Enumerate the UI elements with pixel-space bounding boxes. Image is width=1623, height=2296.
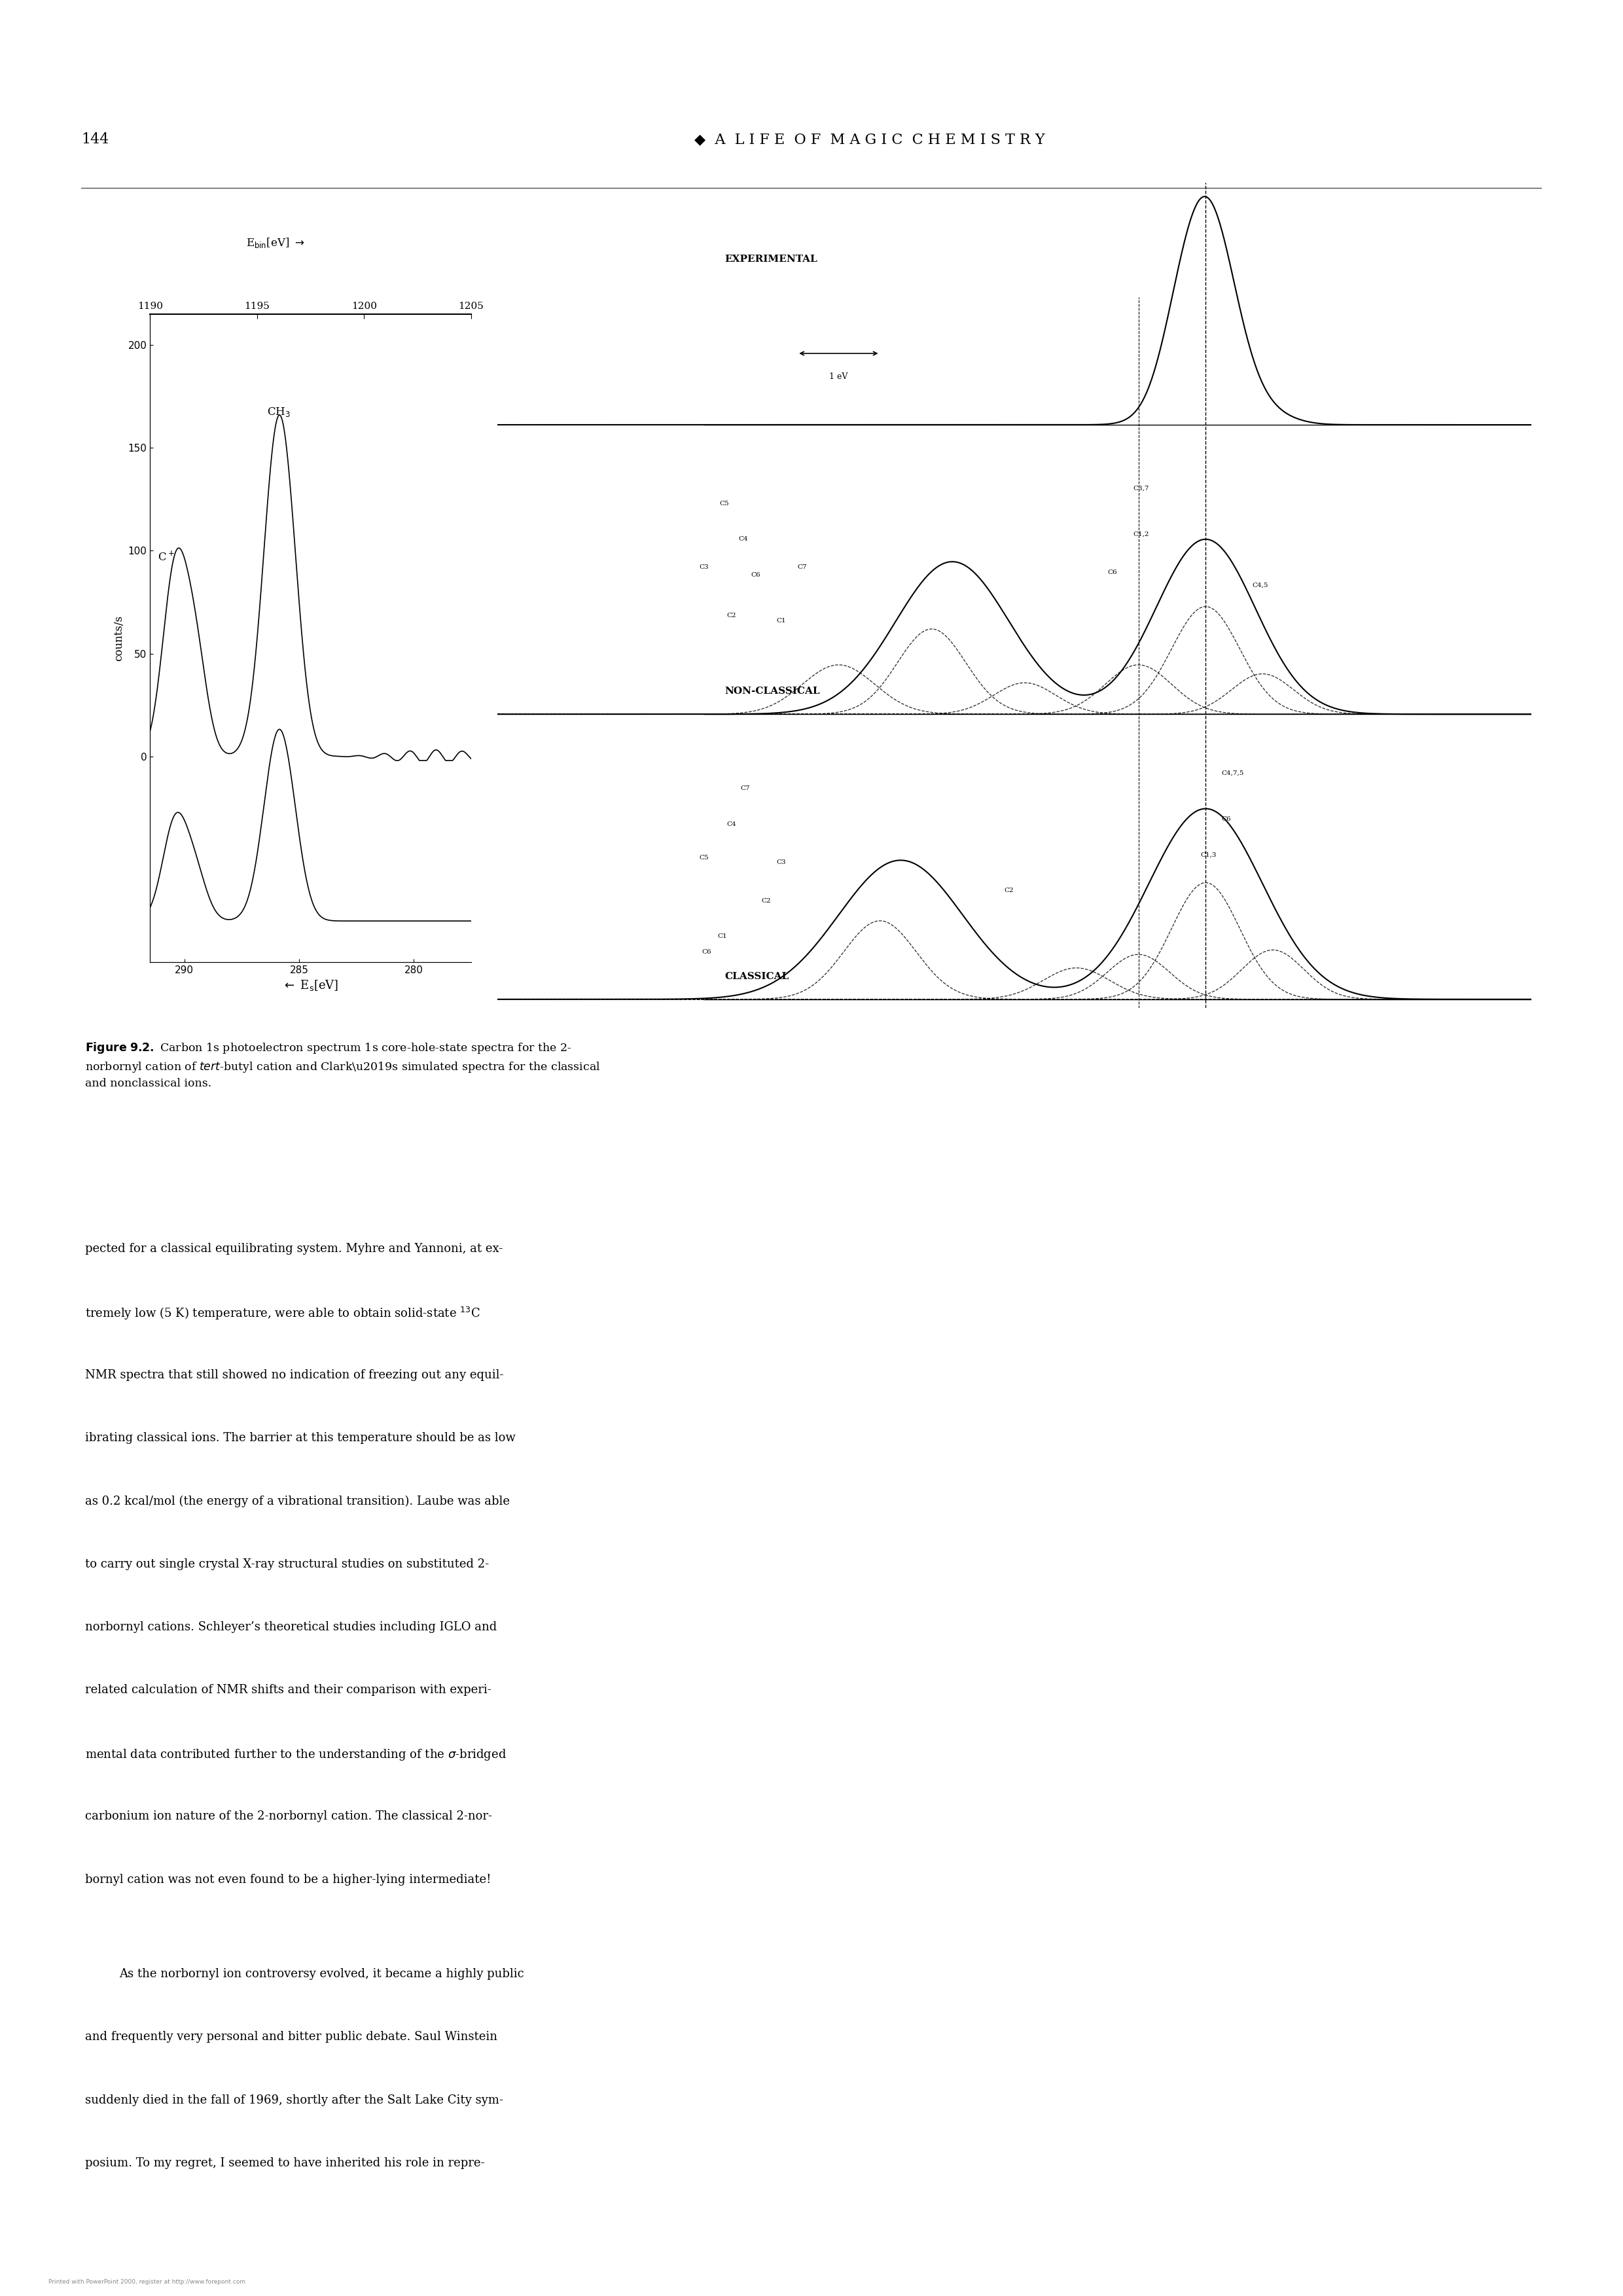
- Text: bornyl cation was not even found to be a higher-lying intermediate!: bornyl cation was not even found to be a…: [84, 1874, 492, 1885]
- Text: C4,7,5: C4,7,5: [1220, 771, 1243, 776]
- Text: C5: C5: [700, 854, 709, 861]
- Text: suddenly died in the fall of 1969, shortly after the Salt Lake City sym-: suddenly died in the fall of 1969, short…: [84, 2094, 503, 2105]
- Text: 1 eV: 1 eV: [829, 372, 847, 381]
- Text: C4: C4: [738, 537, 748, 542]
- Text: C4: C4: [727, 822, 737, 827]
- Text: ibrating classical ions. The barrier at this temperature should be as low: ibrating classical ions. The barrier at …: [84, 1433, 516, 1444]
- Text: C2: C2: [1005, 889, 1014, 893]
- Text: As the norbornyl ion controversy evolved, it became a highly public: As the norbornyl ion controversy evolved…: [118, 1968, 524, 1979]
- Text: related calculation of NMR shifts and their comparison with experi-: related calculation of NMR shifts and th…: [84, 1685, 492, 1697]
- Text: C6: C6: [1220, 817, 1230, 822]
- Text: to carry out single crystal X-ray structural studies on substituted 2-: to carry out single crystal X-ray struct…: [84, 1559, 489, 1570]
- Text: EXPERIMENTAL: EXPERIMENTAL: [725, 255, 818, 264]
- Text: C2: C2: [727, 613, 737, 618]
- Text: C6: C6: [1107, 569, 1117, 576]
- Text: C7: C7: [797, 565, 807, 569]
- Text: C1,3: C1,3: [1201, 852, 1217, 859]
- Text: C4,5: C4,5: [1253, 583, 1268, 588]
- Text: ◆  A  L I F E  O F  M A G I C  C H E M I S T R Y: ◆ A L I F E O F M A G I C C H E M I S T …: [695, 133, 1045, 147]
- Text: and frequently very personal and bitter public debate. Saul Winstein: and frequently very personal and bitter …: [84, 2032, 497, 2043]
- Text: E$_{\rm bin}$[eV] $\rightarrow$: E$_{\rm bin}$[eV] $\rightarrow$: [247, 236, 305, 250]
- Text: NMR spectra that still showed no indication of freezing out any equil-: NMR spectra that still showed no indicat…: [84, 1368, 503, 1380]
- Text: C$^+$: C$^+$: [157, 551, 174, 563]
- Text: C7: C7: [740, 785, 750, 792]
- Text: C1: C1: [717, 934, 727, 939]
- Text: C2: C2: [761, 898, 771, 905]
- Text: norbornyl cations. Schleyer’s theoretical studies including IGLO and: norbornyl cations. Schleyer’s theoretica…: [84, 1621, 497, 1632]
- Text: mental data contributed further to the understanding of the $\sigma$-bridged: mental data contributed further to the u…: [84, 1747, 506, 1761]
- Text: 144: 144: [81, 133, 109, 147]
- Text: posium. To my regret, I seemed to have inherited his role in repre-: posium. To my regret, I seemed to have i…: [84, 2158, 485, 2170]
- Text: carbonium ion nature of the 2-norbornyl cation. The classical 2-nor-: carbonium ion nature of the 2-norbornyl …: [84, 1812, 492, 1823]
- Text: C1: C1: [776, 618, 786, 625]
- Text: C3: C3: [700, 565, 709, 569]
- Text: tremely low (5 K) temperature, were able to obtain solid-state $^{13}$C: tremely low (5 K) temperature, were able…: [84, 1306, 480, 1322]
- Text: C3,7: C3,7: [1133, 484, 1149, 491]
- Text: C5: C5: [719, 501, 729, 507]
- Text: C1,2: C1,2: [1133, 530, 1149, 537]
- Text: Printed with PowerPoint 2000, register at http://www.forepont.com: Printed with PowerPoint 2000, register a…: [49, 2280, 245, 2285]
- X-axis label: $\leftarrow$ E$_{\rm s}$[eV]: $\leftarrow$ E$_{\rm s}$[eV]: [282, 978, 339, 992]
- Text: $\mathbf{Figure\ 9.2.}$ Carbon 1s photoelectron spectrum 1s core-hole-state spec: $\mathbf{Figure\ 9.2.}$ Carbon 1s photoe…: [84, 1040, 601, 1088]
- Text: CLASSICAL: CLASSICAL: [725, 971, 789, 980]
- Text: as 0.2 kcal/mol (the energy of a vibrational transition). Laube was able: as 0.2 kcal/mol (the energy of a vibrati…: [84, 1495, 510, 1506]
- Y-axis label: counts/s: counts/s: [114, 615, 125, 661]
- Text: pected for a classical equilibrating system. Myhre and Yannoni, at ex-: pected for a classical equilibrating sys…: [84, 1242, 503, 1254]
- Text: C6: C6: [751, 572, 760, 579]
- Text: NON-CLASSICAL: NON-CLASSICAL: [725, 687, 820, 696]
- Text: C3: C3: [776, 859, 786, 866]
- Text: CH$_3$: CH$_3$: [266, 406, 291, 418]
- Text: C6: C6: [703, 948, 711, 955]
